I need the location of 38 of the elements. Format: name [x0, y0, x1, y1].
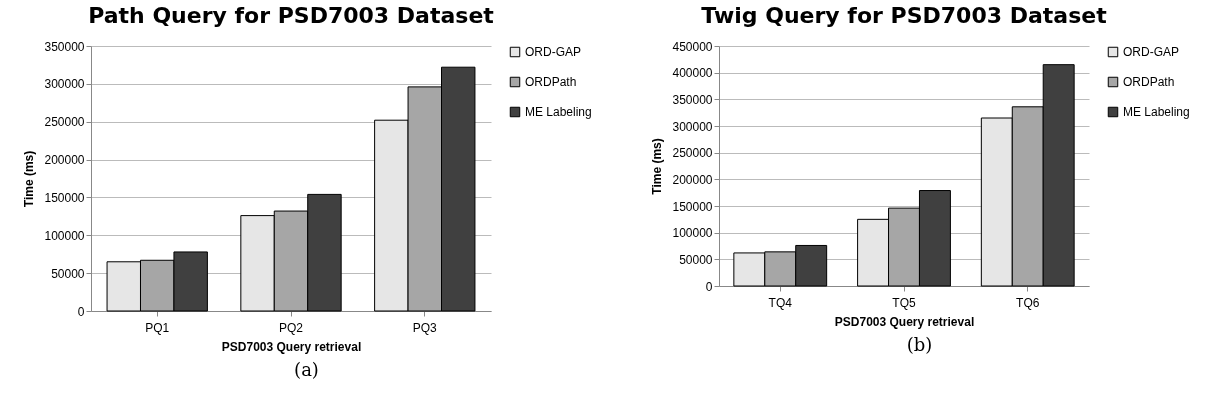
y-tick-label: 300000: [671, 119, 713, 134]
x-axis-title: PSD7003 Query retrieval: [834, 314, 974, 329]
legend-label: ORD-GAP: [1122, 45, 1179, 59]
y-tick-label: 50000: [678, 252, 713, 267]
y-axis-title: Time (ms): [649, 138, 664, 195]
y-tick-label: 0: [77, 304, 85, 319]
legend-label: ORDPath: [524, 75, 576, 89]
y-tick-label: 300000: [43, 77, 85, 92]
y-tick-label: 400000: [671, 66, 713, 81]
x-tick-label: TQ4: [768, 295, 792, 310]
y-tick-label: 250000: [671, 146, 713, 161]
legend-label: ME Labeling: [524, 105, 592, 119]
y-tick-label: 250000: [43, 115, 85, 130]
x-tick-label: PQ1: [144, 320, 170, 335]
chart-title: Path Query for PSD7003 Dataset: [87, 3, 494, 28]
y-tick-label: 350000: [43, 39, 85, 54]
x-axis-title: PSD7003 Query retrieval: [221, 339, 361, 354]
text: (a): [294, 359, 319, 380]
x-tick-label: TQ5: [891, 295, 916, 310]
x-tick-label: TQ6: [1015, 295, 1040, 310]
y-tick-label: 0: [705, 279, 713, 294]
y-tick-label: 150000: [671, 199, 713, 214]
y-tick-label: 100000: [43, 228, 85, 243]
legend-label: ORDPath: [1122, 75, 1174, 89]
y-tick-label: 350000: [671, 92, 713, 107]
legend-label: ME Labeling: [1122, 105, 1190, 119]
x-tick-label: PQ2: [278, 320, 303, 335]
y-tick-label: 100000: [671, 226, 713, 241]
y-tick-label: 200000: [43, 153, 85, 168]
x-tick-label: PQ3: [412, 320, 437, 335]
y-tick-label: 200000: [671, 172, 713, 187]
legend-label: ORD-GAP: [524, 45, 581, 59]
y-axis-title: Time (ms): [21, 150, 36, 208]
y-tick-label: 150000: [43, 190, 85, 205]
text: (b): [906, 334, 933, 355]
y-tick-label: 50000: [50, 266, 85, 281]
y-tick-label: 450000: [671, 39, 713, 54]
chart-title: Twig Query for PSD7003 Dataset: [700, 3, 1107, 28]
